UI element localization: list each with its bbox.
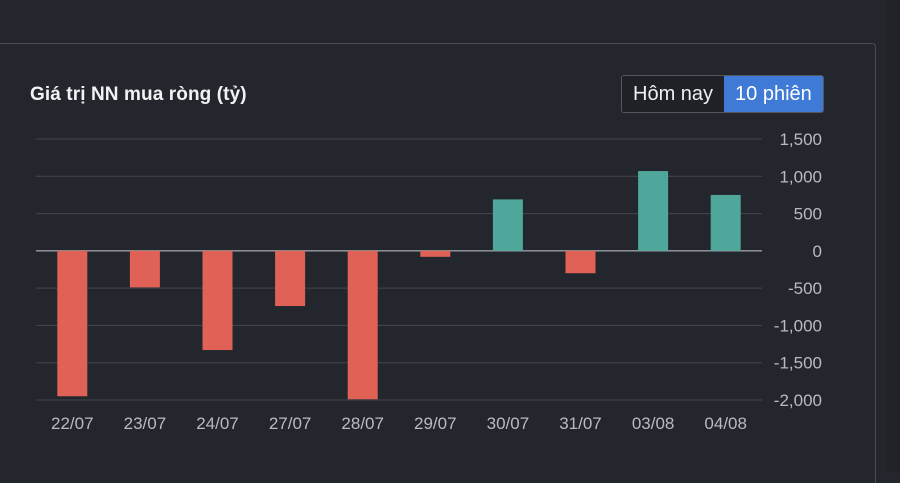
net-foreign-buy-bar-chart: 1,500 1,000 500 0 -500 -1,000 -1,500 -2,000 22/… — [36, 130, 822, 433]
chart-title: Giá trị NN mua ròng (tỷ) — [30, 84, 247, 105]
y-axis-tick-labels: 1,500 1,000 500 0 -500 -1,000 -1,500 -2,000 — [774, 130, 822, 410]
x-tick-label: 28/07 — [341, 414, 384, 433]
x-tick-label: 03/08 — [632, 414, 675, 433]
bar-23-07[interactable] — [129, 250, 160, 288]
y-tick-label: -2,000 — [774, 391, 822, 410]
y-tick-label: -500 — [788, 279, 822, 298]
toggle-10-sessions-button[interactable]: 10 phiên — [724, 76, 823, 112]
bar-24-07[interactable] — [202, 250, 233, 351]
chart-panel — [0, 43, 876, 483]
x-tick-label: 27/07 — [269, 414, 312, 433]
x-tick-label: 04/08 — [704, 414, 747, 433]
bar-04-08[interactable] — [710, 194, 741, 251]
x-tick-label: 24/07 — [196, 414, 239, 433]
x-tick-label: 31/07 — [559, 414, 602, 433]
y-tick-label: -1,000 — [774, 316, 822, 335]
x-tick-label: 29/07 — [414, 414, 457, 433]
y-tick-label: 1,000 — [779, 167, 822, 186]
y-tick-label: 0 — [813, 242, 822, 261]
x-tick-label: 22/07 — [51, 414, 94, 433]
toggle-today-button[interactable]: Hôm nay — [622, 76, 725, 112]
bar-03-08[interactable] — [638, 171, 669, 251]
x-axis-tick-labels: 22/07 23/07 24/07 27/07 28/07 29/07 30/07 31/07… — [51, 414, 747, 433]
bar-27-07[interactable] — [275, 250, 306, 307]
y-tick-label: 1,500 — [779, 130, 822, 149]
bar-31-07[interactable] — [565, 250, 596, 274]
x-tick-label: 30/07 — [487, 414, 530, 433]
bar-22-07[interactable] — [57, 250, 88, 397]
bar-29-07[interactable] — [420, 250, 451, 257]
x-tick-label: 23/07 — [124, 414, 167, 433]
bar-layer — [57, 171, 741, 400]
window-edge — [886, 0, 900, 472]
bar-30-07[interactable] — [492, 199, 523, 251]
period-toggle[interactable]: Hôm nay 10 phiên — [621, 75, 824, 113]
bar-28-07[interactable] — [347, 250, 378, 400]
y-tick-label: -1,500 — [774, 354, 822, 373]
y-tick-label: 500 — [794, 205, 822, 224]
